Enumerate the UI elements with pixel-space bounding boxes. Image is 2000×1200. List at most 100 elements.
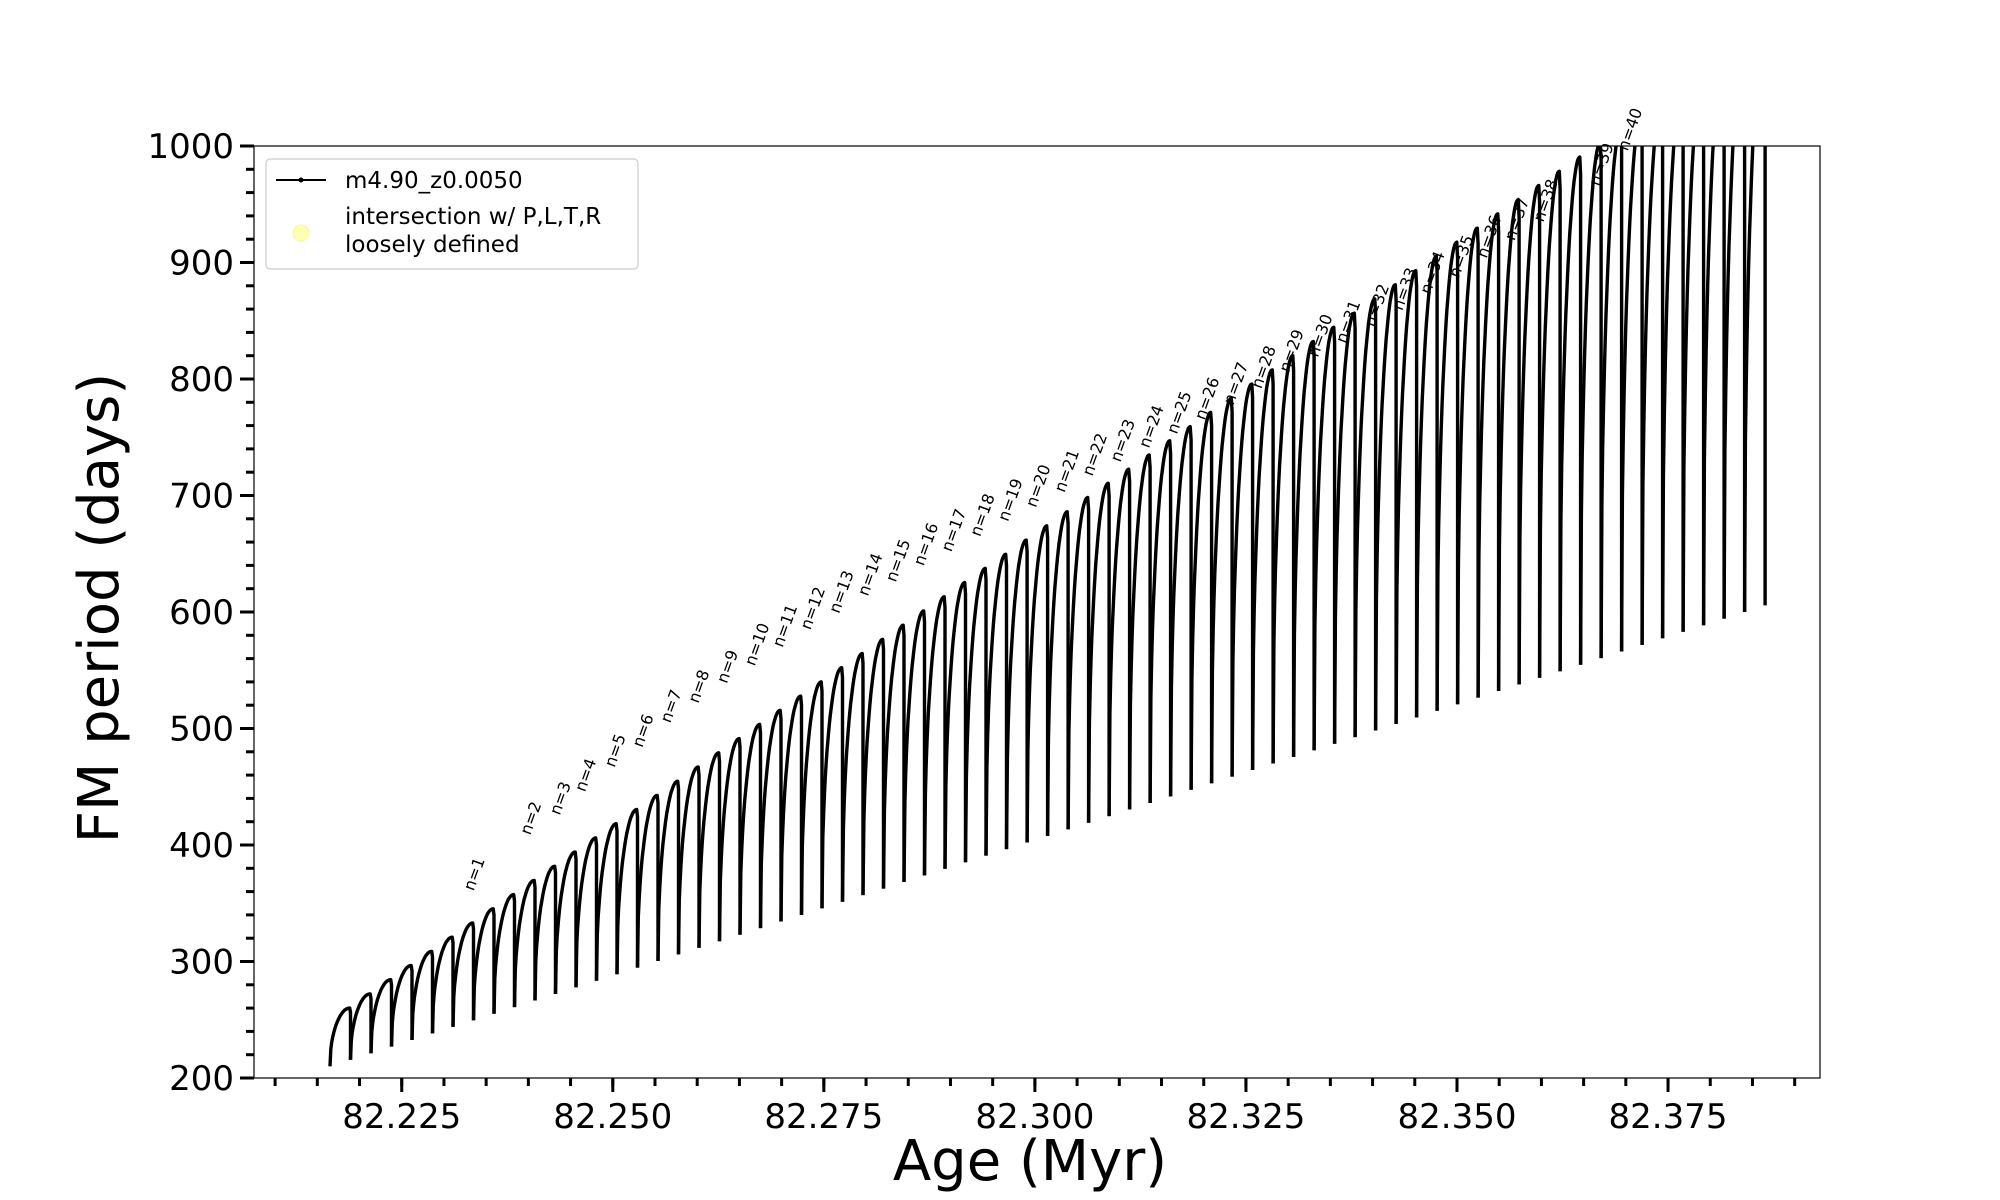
series-cycle bbox=[1107, 467, 1132, 817]
series-cycle bbox=[1230, 382, 1255, 777]
series-cycle bbox=[1476, 212, 1501, 698]
series-cycle bbox=[1742, 146, 1767, 613]
series-cycle bbox=[1496, 197, 1521, 692]
series-cycle bbox=[656, 779, 681, 962]
series-cycle bbox=[533, 864, 558, 1001]
x-tick-label: 82.300 bbox=[975, 1097, 1094, 1137]
series-cycle bbox=[1312, 325, 1337, 751]
series-cycle bbox=[1599, 146, 1624, 659]
series-cycle bbox=[410, 949, 435, 1041]
series-cycle bbox=[676, 765, 701, 955]
series-cycle bbox=[553, 850, 578, 994]
series-cycle bbox=[758, 708, 783, 929]
legend-dot-marker bbox=[298, 177, 304, 183]
series-cycle bbox=[1004, 538, 1029, 850]
series-cycle bbox=[1394, 268, 1419, 724]
legend-label-intersection: intersection w/ P,L,T,R bbox=[345, 204, 601, 230]
series-cycle bbox=[1189, 410, 1214, 790]
y-tick-label: 400 bbox=[169, 826, 234, 866]
series-cycle bbox=[881, 623, 906, 889]
legend: m4.90_z0.0050 intersection w/ P,L,T,R lo… bbox=[265, 158, 639, 270]
series-cycle bbox=[1701, 146, 1726, 626]
series-cycle bbox=[1435, 240, 1460, 711]
series-cycle bbox=[1722, 146, 1747, 619]
y-tick-label: 200 bbox=[169, 1059, 234, 1099]
series-cycle bbox=[738, 722, 763, 935]
series-cycle bbox=[1373, 283, 1398, 731]
y-tick-label: 600 bbox=[169, 593, 234, 633]
series-cycle bbox=[1127, 453, 1152, 810]
y-axis-title: FM period (days) bbox=[67, 373, 132, 843]
series-0 bbox=[328, 146, 1767, 1067]
series-cycle bbox=[1578, 146, 1603, 665]
series-cycle bbox=[1353, 297, 1378, 738]
x-tick-label: 82.350 bbox=[1398, 1097, 1517, 1137]
series-cycle bbox=[1086, 481, 1111, 823]
series-cycle bbox=[594, 822, 619, 981]
legend-box bbox=[265, 158, 639, 270]
series-cycle bbox=[861, 637, 886, 896]
series-cycle bbox=[1209, 396, 1234, 784]
series-cycle bbox=[922, 595, 947, 876]
series-cycle bbox=[328, 1006, 353, 1067]
series-cycle bbox=[799, 680, 824, 915]
x-axis: 82.225 82.250 82.275 82.300 82.325 82.350 82.3… bbox=[273, 1078, 1797, 1137]
series-cycle bbox=[840, 651, 865, 902]
series-cycle bbox=[779, 694, 804, 922]
series-cycle bbox=[574, 836, 599, 988]
series-cycle bbox=[1148, 439, 1173, 804]
x-tick-label: 82.325 bbox=[1186, 1097, 1305, 1137]
series-cycle bbox=[1250, 368, 1275, 771]
series-cycle bbox=[1332, 311, 1357, 744]
series-cycle bbox=[389, 963, 414, 1047]
series-cycle bbox=[471, 907, 496, 1021]
y-tick-label: 700 bbox=[169, 477, 234, 517]
x-tick-label: 82.250 bbox=[553, 1097, 672, 1137]
series-cycle bbox=[1455, 226, 1480, 705]
series-cycle bbox=[984, 552, 1009, 856]
series-cycle bbox=[820, 666, 845, 909]
series-cycle bbox=[717, 736, 742, 942]
series-cycle bbox=[492, 892, 517, 1014]
series-cycle bbox=[369, 978, 394, 1054]
series-layer bbox=[328, 146, 1767, 1067]
series-cycle bbox=[902, 609, 927, 883]
x-tick-label: 82.375 bbox=[1609, 1097, 1728, 1137]
series-cycle bbox=[1414, 254, 1439, 718]
series-cycle bbox=[1640, 146, 1665, 645]
series-cycle bbox=[1537, 169, 1562, 678]
y-tick-label: 1000 bbox=[147, 127, 234, 167]
series-cycle bbox=[1066, 495, 1091, 830]
series-cycle bbox=[1168, 424, 1193, 797]
series-cycle bbox=[943, 580, 968, 869]
y-tick-label: 900 bbox=[169, 244, 234, 284]
x-tick-label: 82.275 bbox=[764, 1097, 883, 1137]
y-axis: 200 300 400 500 600 700 800 900 1000 bbox=[147, 127, 254, 1099]
legend-label-series: m4.90_z0.0050 bbox=[345, 168, 523, 194]
series-cycle bbox=[1558, 155, 1583, 672]
series-cycle bbox=[1025, 524, 1050, 843]
series-cycle bbox=[1681, 146, 1706, 632]
y-tick-label: 800 bbox=[169, 360, 234, 400]
series-cycle bbox=[1271, 354, 1296, 764]
series-cycle bbox=[697, 751, 722, 948]
series-cycle bbox=[1291, 339, 1316, 757]
series-cycle bbox=[1619, 146, 1644, 652]
series-cycle bbox=[635, 793, 660, 968]
series-cycle bbox=[1517, 183, 1542, 685]
series-cycle bbox=[348, 992, 373, 1060]
series-cycle bbox=[963, 566, 988, 863]
y-tick-label: 500 bbox=[169, 710, 234, 750]
series-cycle bbox=[615, 807, 640, 975]
series-cycle bbox=[512, 878, 537, 1008]
legend-intersection-marker bbox=[292, 224, 310, 242]
x-axis-title: Age (Myr) bbox=[893, 1129, 1167, 1194]
series-cycle bbox=[430, 935, 455, 1034]
series-cycle bbox=[1045, 510, 1070, 836]
x-tick-label: 82.225 bbox=[342, 1097, 461, 1137]
legend-label-intersection-line2: loosely defined bbox=[345, 232, 520, 258]
series-cycle bbox=[1660, 146, 1685, 639]
y-tick-label: 300 bbox=[169, 943, 234, 983]
series-cycle bbox=[451, 921, 476, 1027]
